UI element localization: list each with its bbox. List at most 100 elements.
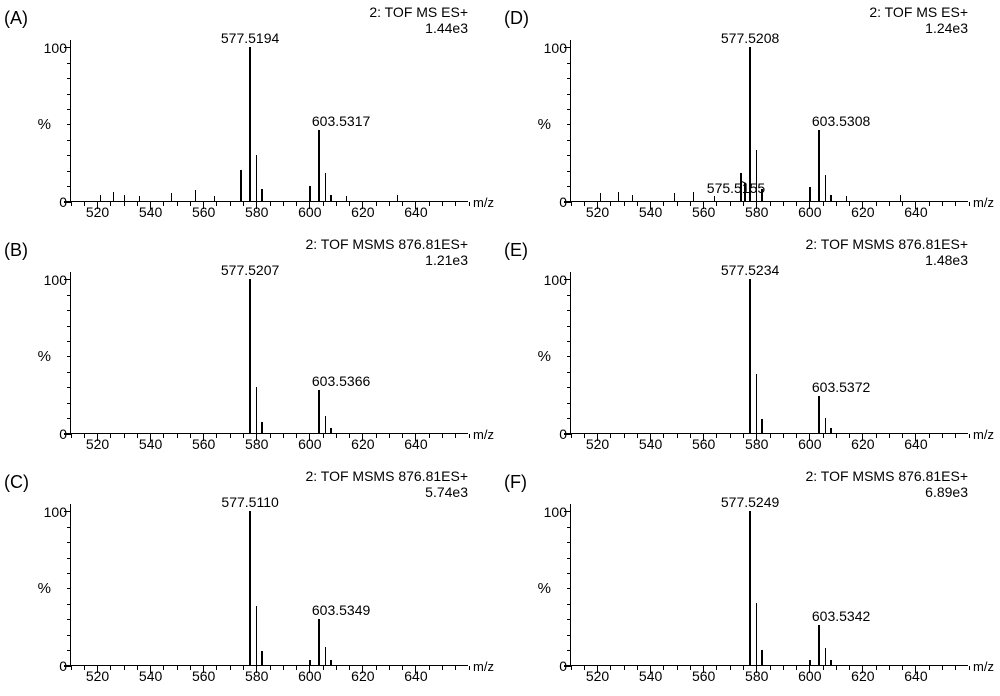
x-tick-label: 620 [851,668,874,684]
y-axis-label: % [38,348,51,365]
x-minor-tick [84,666,85,670]
plot-area: 0100%520540560580600620640m/z577.5208575… [570,40,968,202]
peak [818,130,820,201]
peak [825,418,827,433]
x-minor-tick [796,434,797,438]
y-minor-tick [567,341,571,342]
x-minor-tick [349,666,350,670]
y-minor-tick [567,604,571,605]
y-minor-tick [567,124,571,125]
x-minor-tick [71,434,72,438]
x-minor-tick [730,666,731,670]
x-minor-tick [110,666,111,670]
peak [261,651,263,665]
x-minor-tick [442,666,443,670]
x-minor-tick [876,434,877,438]
x-minor-tick [969,666,970,670]
y-minor-tick [567,387,571,388]
y-tick-label: 0 [59,194,67,210]
y-minor-tick [567,326,571,327]
intensity-label: 1.24e3 [869,20,968,36]
plot-area: 0100%520540560580600620640m/z577.5249603… [570,504,968,666]
x-minor-tick [376,202,377,206]
x-tick-label: 580 [245,668,268,684]
y-minor-tick [67,527,71,528]
x-minor-tick [637,666,638,670]
x-minor-tick [137,202,138,206]
x-minor-tick [349,202,350,206]
x-minor-tick [137,666,138,670]
y-minor-tick [567,186,571,187]
x-minor-tick [770,666,771,670]
panel-D: (D)2: TOF MS ES+1.24e30100%5205405605806… [500,0,1000,232]
y-minor-tick [67,310,71,311]
peak [818,396,820,433]
x-minor-tick [323,202,324,206]
x-tick-label: 580 [745,204,768,220]
peak-label: 577.5207 [221,262,279,278]
x-tick-label: 560 [692,668,715,684]
y-minor-tick [567,171,571,172]
scan-mode-label: 2: TOF MSMS 876.81ES+ [805,236,968,252]
panel-C: (C)2: TOF MSMS 876.81ES+5.74e30100%52054… [0,464,500,696]
x-tick-label: 640 [904,204,927,220]
intensity-label: 1.44e3 [369,20,468,36]
y-minor-tick [67,140,71,141]
x-minor-tick [349,434,350,438]
x-minor-tick [216,666,217,670]
x-tick-label: 620 [351,204,374,220]
peak [674,193,675,201]
x-minor-tick [849,434,850,438]
y-minor-tick [67,558,71,559]
x-tick-label: 520 [86,668,109,684]
x-minor-tick [336,666,337,670]
y-axis-label: % [538,116,551,133]
x-minor-tick [177,434,178,438]
plot-area: 0100%520540560580600620640m/z577.5194603… [70,40,468,202]
peak [809,660,811,665]
y-minor-tick [67,109,71,110]
scan-mode-label: 2: TOF MSMS 876.81ES+ [305,468,468,484]
peak [761,189,763,201]
y-minor-tick [567,588,571,589]
x-minor-tick [190,202,191,206]
peak [397,195,398,201]
peak [693,192,694,201]
x-axis-label: m/z [473,659,494,674]
y-tick-label: 100 [44,504,67,520]
x-tick-label: 560 [192,436,215,452]
x-minor-tick [876,202,877,206]
x-minor-tick [323,666,324,670]
y-minor-tick [567,573,571,574]
y-minor-tick [567,635,571,636]
peak [100,195,101,201]
peak [325,647,327,666]
y-minor-tick [67,619,71,620]
x-minor-tick [296,202,297,206]
y-minor-tick [567,403,571,404]
x-tick-label: 560 [192,204,215,220]
x-minor-tick [323,434,324,438]
x-minor-tick [177,666,178,670]
peak [256,606,258,665]
x-minor-tick [770,202,771,206]
x-minor-tick [637,434,638,438]
x-minor-tick [823,202,824,206]
x-minor-tick [163,434,164,438]
peak [900,195,901,201]
x-minor-tick [823,666,824,670]
x-tick-label: 600 [298,436,321,452]
intensity-label: 1.21e3 [305,252,468,268]
x-axis-label: m/z [973,427,994,442]
y-tick-label: 0 [559,426,567,442]
scan-mode-label: 2: TOF MSMS 876.81ES+ [805,468,968,484]
peak-label: 603.5308 [812,113,870,129]
x-minor-tick [677,434,678,438]
x-tick-label: 540 [639,668,662,684]
y-tick-label: 100 [544,272,567,288]
x-tick-label: 540 [639,436,662,452]
x-minor-tick [783,434,784,438]
x-minor-tick [624,434,625,438]
y-tick-label: 100 [544,40,567,56]
peak-label: 603.5349 [312,602,370,618]
